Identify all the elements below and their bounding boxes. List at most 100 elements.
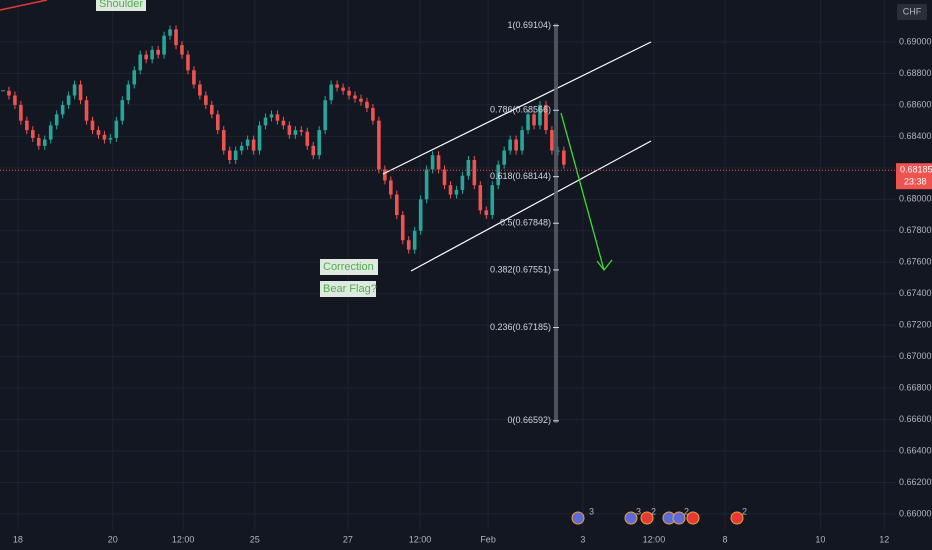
candle bbox=[389, 180, 393, 195]
y-tick-label: 0.66800 bbox=[899, 382, 932, 392]
candle bbox=[430, 155, 435, 170]
price-tag bbox=[896, 163, 932, 190]
x-tick-label: 18 bbox=[13, 534, 23, 544]
candle bbox=[287, 125, 292, 135]
candle bbox=[48, 125, 53, 140]
x-tick-label: 12:00 bbox=[409, 534, 432, 544]
y-tick-label: 0.68800 bbox=[899, 68, 932, 78]
candle bbox=[66, 95, 71, 105]
candle bbox=[19, 104, 23, 121]
candle bbox=[371, 108, 375, 121]
candle bbox=[460, 175, 465, 190]
y-tick-label: 0.68000 bbox=[899, 194, 932, 204]
fib-label: 1(0.69104) bbox=[507, 20, 551, 30]
candle bbox=[162, 35, 166, 55]
event-icon bbox=[730, 511, 744, 525]
candle bbox=[400, 215, 405, 241]
candle bbox=[269, 114, 274, 118]
candle bbox=[7, 90, 11, 96]
candle bbox=[406, 240, 411, 250]
y-tick-label: 0.69000 bbox=[899, 36, 932, 46]
candle bbox=[490, 185, 495, 216]
fib-label: 0.618(0.68144) bbox=[490, 171, 551, 181]
candle bbox=[233, 150, 238, 160]
candle bbox=[120, 100, 125, 121]
candle bbox=[532, 114, 536, 126]
candle bbox=[180, 45, 184, 55]
candle bbox=[245, 139, 250, 146]
candle bbox=[156, 49, 160, 55]
event-icon bbox=[672, 511, 686, 525]
candle bbox=[102, 134, 107, 140]
candle bbox=[25, 120, 29, 131]
candle bbox=[424, 169, 429, 200]
candle bbox=[562, 150, 566, 165]
candle bbox=[192, 70, 196, 85]
countdown: 23:38 bbox=[904, 177, 927, 187]
candle bbox=[496, 164, 501, 186]
candle bbox=[520, 130, 524, 151]
candle bbox=[114, 120, 119, 138]
fib-retracement: 1(0.69104) 0.786(0.68566) 0.618(0.68144) 0.… bbox=[490, 20, 559, 425]
fib-label: 0.382(0.67551) bbox=[490, 264, 551, 274]
candle bbox=[144, 54, 148, 60]
channel-lower bbox=[410, 140, 652, 272]
candle bbox=[204, 95, 208, 105]
y-tick-label: 0.67400 bbox=[899, 288, 932, 298]
event-icon bbox=[624, 511, 638, 525]
candle bbox=[138, 54, 143, 71]
candle bbox=[508, 139, 512, 151]
currency[interactable]: CHF bbox=[903, 6, 922, 16]
candle bbox=[198, 84, 202, 96]
candle bbox=[442, 169, 447, 186]
x-tick-label: 12:00 bbox=[643, 534, 666, 544]
candle bbox=[78, 84, 83, 101]
arrow bbox=[560, 112, 613, 272]
candle bbox=[317, 130, 322, 156]
candle bbox=[281, 120, 286, 126]
candle bbox=[60, 104, 65, 115]
last-price: 0.68185 bbox=[900, 165, 932, 175]
candle bbox=[394, 194, 399, 216]
candle bbox=[323, 100, 327, 131]
event-icon bbox=[640, 511, 654, 525]
candle bbox=[472, 159, 477, 186]
candle bbox=[31, 130, 35, 138]
annotation: Shoulder bbox=[99, 0, 143, 10]
candle bbox=[341, 87, 345, 91]
candle bbox=[478, 185, 483, 211]
y-tick-label: 0.67800 bbox=[899, 225, 932, 235]
candle bbox=[84, 100, 89, 121]
event-icon bbox=[686, 511, 700, 525]
candle bbox=[275, 114, 280, 121]
candle bbox=[90, 120, 95, 131]
annotation: Bear Flag? bbox=[323, 283, 377, 295]
candle bbox=[36, 137, 41, 146]
candle bbox=[412, 230, 417, 250]
event-badge: 2 bbox=[684, 506, 689, 516]
candles bbox=[0, 25, 566, 254]
y-tick-label: 0.67000 bbox=[899, 351, 932, 361]
y-tick-label: 0.67600 bbox=[899, 257, 932, 267]
candle bbox=[150, 49, 154, 60]
candle bbox=[54, 114, 59, 126]
currency-box[interactable] bbox=[897, 4, 927, 20]
event-badge: 3 bbox=[589, 506, 594, 516]
candle bbox=[126, 84, 131, 101]
y-tick-label: 0.68400 bbox=[899, 131, 932, 141]
x-tick-label: Feb bbox=[480, 534, 496, 544]
candle bbox=[466, 159, 471, 176]
note-box bbox=[96, 0, 146, 11]
x-tick-label: 12 bbox=[879, 534, 889, 544]
candle bbox=[526, 114, 530, 131]
candle bbox=[251, 139, 256, 151]
events: 3 3 2 2 2 bbox=[571, 506, 747, 525]
candle bbox=[210, 104, 214, 115]
candle bbox=[436, 155, 441, 170]
candle bbox=[263, 117, 268, 126]
y-tick-label: 0.66200 bbox=[899, 477, 932, 487]
x-tick-label: 3 bbox=[580, 534, 585, 544]
candle bbox=[538, 104, 542, 126]
y-tick-label: 0.66600 bbox=[899, 414, 932, 424]
